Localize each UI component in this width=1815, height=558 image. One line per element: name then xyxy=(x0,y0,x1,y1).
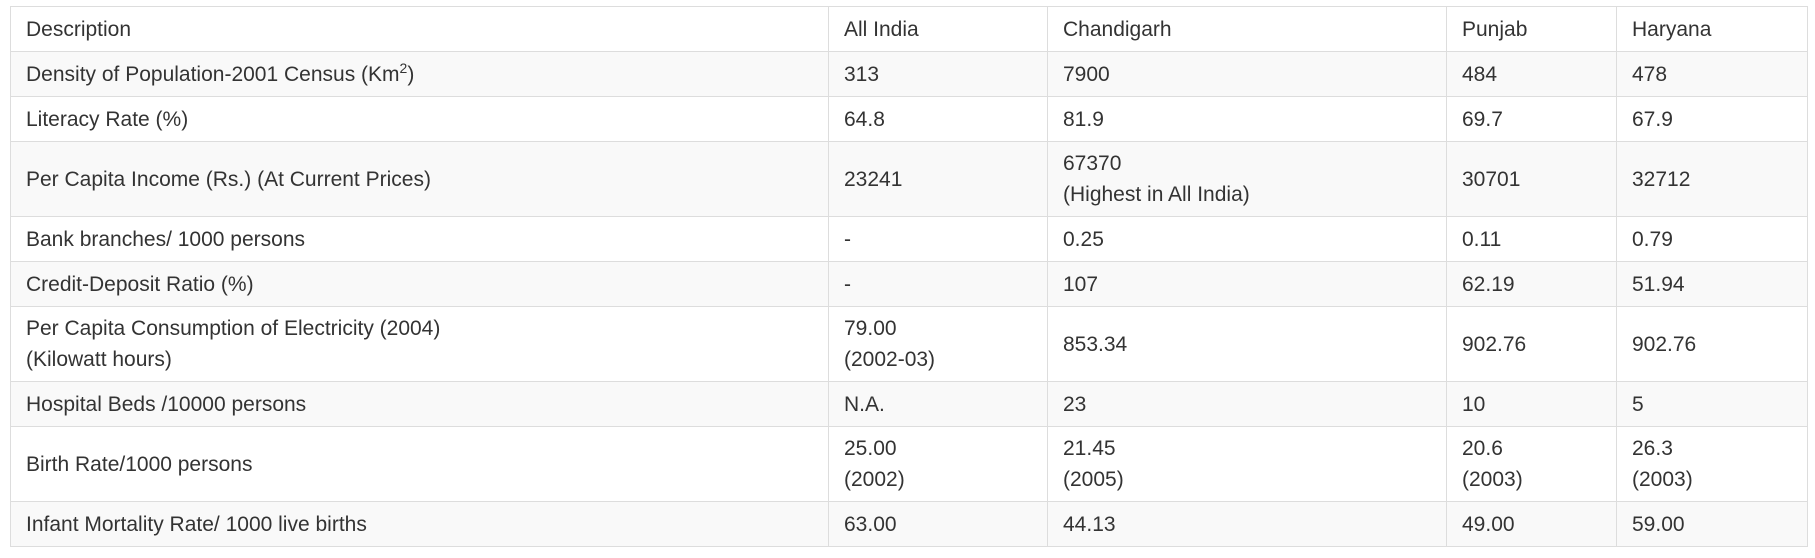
cell-all-india: N.A. xyxy=(828,381,1048,427)
superscript: 2 xyxy=(399,59,408,76)
cell-chandigarh: 81.9 xyxy=(1047,96,1447,142)
cell-punjab: 10 xyxy=(1446,381,1617,427)
cell-chandigarh: 21.45 (2005) xyxy=(1047,426,1447,502)
cell-haryana: 51.94 xyxy=(1616,261,1808,307)
cell-all-india: 25.00 (2002) xyxy=(828,426,1048,502)
cell-description: Credit-Deposit Ratio (%) xyxy=(10,261,829,307)
description-line-1: Per Capita Consumption of Electricity (2… xyxy=(26,317,441,340)
cell-chandigarh: 853.34 xyxy=(1047,306,1447,382)
cell-all-india: 64.8 xyxy=(828,96,1048,142)
cell-chandigarh: 7900 xyxy=(1047,51,1447,97)
table-row: Hospital Beds /10000 persons N.A. 23 10 … xyxy=(10,381,1808,427)
cell-description: Per Capita Consumption of Electricity (2… xyxy=(10,306,829,382)
cell-haryana: 59.00 xyxy=(1616,501,1808,547)
cell-chandigarh: 107 xyxy=(1047,261,1447,307)
cell-punjab: 902.76 xyxy=(1446,306,1617,382)
cell-note: (2003) xyxy=(1462,468,1523,491)
cell-value: 67370 xyxy=(1063,152,1122,175)
table-row: Per Capita Income (Rs.) (At Current Pric… xyxy=(10,141,1808,217)
cell-description: Infant Mortality Rate/ 1000 live births xyxy=(10,501,829,547)
header-punjab: Punjab xyxy=(1446,6,1617,52)
cell-punjab: 0.11 xyxy=(1446,216,1617,262)
cell-haryana: 478 xyxy=(1616,51,1808,97)
cell-chandigarh: 23 xyxy=(1047,381,1447,427)
cell-punjab: 62.19 xyxy=(1446,261,1617,307)
cell-haryana: 5 xyxy=(1616,381,1808,427)
table-row: Infant Mortality Rate/ 1000 live births … xyxy=(10,501,1808,547)
cell-all-india: 63.00 xyxy=(828,501,1048,547)
cell-punjab: 20.6 (2003) xyxy=(1446,426,1617,502)
table-row: Bank branches/ 1000 persons - 0.25 0.11 … xyxy=(10,216,1808,262)
cell-note: (2005) xyxy=(1063,468,1124,491)
cell-haryana: 32712 xyxy=(1616,141,1808,217)
table-header-row: Description All India Chandigarh Punjab … xyxy=(10,6,1808,52)
cell-note: (Highest in All India) xyxy=(1063,183,1250,206)
cell-all-india: - xyxy=(828,216,1048,262)
header-description: Description xyxy=(10,6,829,52)
cell-value: 25.00 xyxy=(844,437,897,460)
cell-description: Density of Population-2001 Census (Km2) xyxy=(10,51,829,97)
table-row: Credit-Deposit Ratio (%) - 107 62.19 51.… xyxy=(10,261,1808,307)
cell-chandigarh: 67370 (Highest in All India) xyxy=(1047,141,1447,217)
cell-all-india: 23241 xyxy=(828,141,1048,217)
description-text: Density of Population-2001 Census (Km xyxy=(26,62,400,86)
cell-punjab: 49.00 xyxy=(1446,501,1617,547)
cell-value: 79.00 xyxy=(844,317,897,340)
cell-all-india: 313 xyxy=(828,51,1048,97)
header-chandigarh: Chandigarh xyxy=(1047,6,1447,52)
cell-haryana: 67.9 xyxy=(1616,96,1808,142)
state-comparison-table: Description All India Chandigarh Punjab … xyxy=(10,6,1808,547)
table-row: Density of Population-2001 Census (Km2) … xyxy=(10,51,1808,97)
description-tail: ) xyxy=(407,62,415,86)
cell-punjab: 30701 xyxy=(1446,141,1617,217)
cell-chandigarh: 0.25 xyxy=(1047,216,1447,262)
cell-punjab: 69.7 xyxy=(1446,96,1617,142)
cell-description: Literacy Rate (%) xyxy=(10,96,829,142)
cell-all-india: 79.00 (2002-03) xyxy=(828,306,1048,382)
cell-value: 21.45 xyxy=(1063,437,1116,460)
cell-punjab: 484 xyxy=(1446,51,1617,97)
cell-note: (2002) xyxy=(844,468,905,491)
table-row: Literacy Rate (%) 64.8 81.9 69.7 67.9 xyxy=(10,96,1808,142)
cell-value: 26.3 xyxy=(1632,437,1673,460)
statistics-table-container: Description All India Chandigarh Punjab … xyxy=(10,6,1808,547)
header-haryana: Haryana xyxy=(1616,6,1808,52)
header-all-india: All India xyxy=(828,6,1048,52)
cell-description: Per Capita Income (Rs.) (At Current Pric… xyxy=(10,141,829,217)
cell-note: (2002-03) xyxy=(844,348,936,371)
cell-haryana: 0.79 xyxy=(1616,216,1808,262)
table-row: Per Capita Consumption of Electricity (2… xyxy=(10,306,1808,382)
description-line-2: (Kilowatt hours) xyxy=(26,348,172,371)
cell-haryana: 26.3 (2003) xyxy=(1616,426,1808,502)
table-row: Birth Rate/1000 persons 25.00 (2002) 21.4… xyxy=(10,426,1808,502)
cell-description: Bank branches/ 1000 persons xyxy=(10,216,829,262)
cell-description: Hospital Beds /10000 persons xyxy=(10,381,829,427)
cell-chandigarh: 44.13 xyxy=(1047,501,1447,547)
cell-note: (2003) xyxy=(1632,468,1693,491)
cell-all-india: - xyxy=(828,261,1048,307)
cell-value: 20.6 xyxy=(1462,437,1503,460)
cell-haryana: 902.76 xyxy=(1616,306,1808,382)
cell-description: Birth Rate/1000 persons xyxy=(10,426,829,502)
